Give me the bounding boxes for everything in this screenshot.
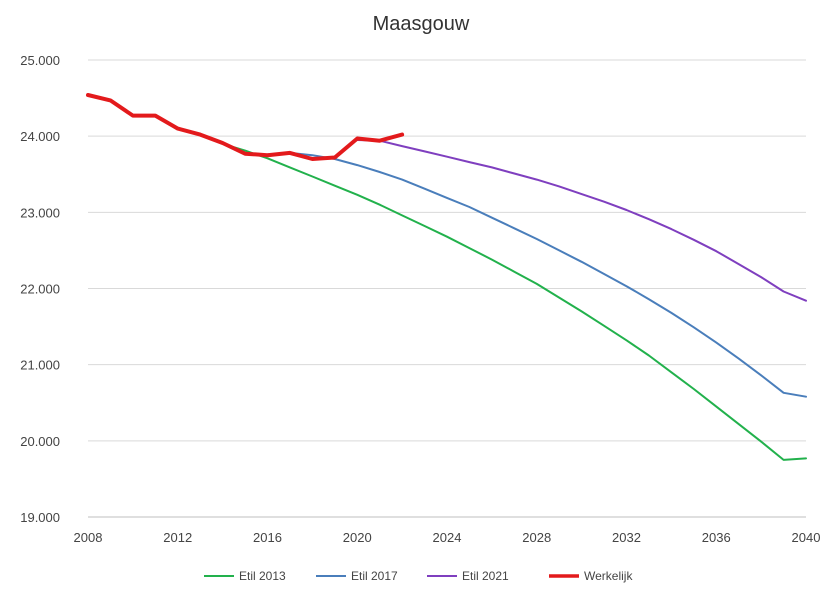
legend-item: Werkelijk	[549, 569, 633, 583]
y-tick-label: 21.000	[20, 358, 60, 373]
y-tick-label: 25.000	[20, 53, 60, 68]
x-tick-label: 2036	[702, 530, 731, 545]
series-line-werkelijk	[86, 93, 405, 161]
series-line-etil-2021	[356, 139, 807, 302]
series-line-etil-2017	[266, 151, 807, 398]
x-axis-tick-labels: 2008 2012 2016 2020 2024 2028 2032 2036 2040	[74, 530, 821, 545]
legend: Etil 2013 Etil 2017 Etil 2021 Werkelijk	[204, 569, 633, 583]
series-lines	[86, 93, 807, 461]
gridlines	[88, 59, 806, 518]
x-tick-label: 2024	[433, 530, 462, 545]
y-tick-label: 20.000	[20, 434, 60, 449]
legend-label: Etil 2017	[351, 569, 398, 583]
y-tick-label: 19.000	[20, 510, 60, 525]
legend-item: Etil 2017	[316, 569, 398, 583]
series-line-etil-2013	[199, 133, 807, 461]
y-axis-tick-labels: 25.000 24.000 23.000 22.000 21.000 20.000 19.0…	[20, 53, 60, 525]
y-tick-label: 24.000	[20, 129, 60, 144]
legend-item: Etil 2021	[427, 569, 509, 583]
legend-item: Etil 2013	[204, 569, 286, 583]
x-tick-label: 2016	[253, 530, 282, 545]
x-tick-label: 2028	[522, 530, 551, 545]
legend-label: Etil 2013	[239, 569, 286, 583]
x-tick-label: 2032	[612, 530, 641, 545]
x-tick-label: 2020	[343, 530, 372, 545]
legend-label: Werkelijk	[584, 569, 633, 583]
x-tick-label: 2008	[74, 530, 103, 545]
y-tick-label: 22.000	[20, 282, 60, 297]
x-tick-label: 2012	[163, 530, 192, 545]
x-tick-label: 2040	[792, 530, 821, 545]
legend-label: Etil 2021	[462, 569, 509, 583]
y-tick-label: 23.000	[20, 205, 60, 220]
chart-title: Maasgouw	[373, 13, 470, 35]
